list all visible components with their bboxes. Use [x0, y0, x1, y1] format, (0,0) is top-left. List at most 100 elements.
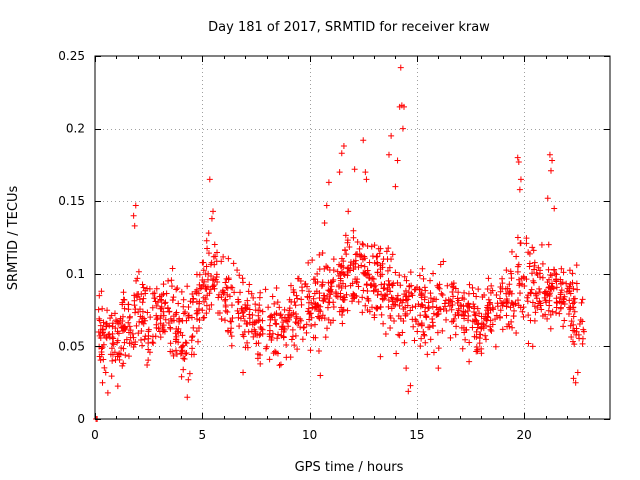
data-point: [336, 169, 343, 176]
data-point: [454, 295, 461, 302]
data-point: [385, 277, 392, 284]
data-point: [355, 283, 362, 290]
data-point: [380, 320, 387, 327]
data-point: [358, 252, 365, 259]
data-point: [570, 285, 577, 292]
data-point: [397, 64, 404, 71]
data-point: [453, 323, 460, 330]
data-point: [416, 272, 423, 279]
data-point: [569, 270, 576, 277]
data-point: [524, 294, 531, 301]
data-point: [120, 360, 127, 367]
data-point: [429, 322, 436, 329]
data-point: [577, 316, 584, 323]
data-point: [427, 295, 434, 302]
data-point: [103, 321, 110, 328]
data-point: [557, 280, 564, 287]
data-point: [542, 288, 549, 295]
data-point: [470, 305, 477, 312]
data-point: [421, 332, 428, 339]
data-point: [455, 312, 462, 319]
data-point: [202, 283, 209, 290]
data-point: [131, 222, 138, 229]
data-point: [389, 295, 396, 302]
x-axis-title: GPS time / hours: [295, 460, 404, 475]
data-point: [178, 373, 185, 380]
data-point: [529, 299, 536, 306]
data-point: [580, 328, 587, 335]
data-point: [280, 319, 287, 326]
data-point: [563, 288, 570, 295]
data-point: [520, 304, 527, 311]
data-point: [570, 313, 577, 320]
x-tick-labels: 0 5 10 15 20: [91, 428, 532, 442]
data-point: [117, 351, 124, 358]
data-point: [360, 137, 367, 144]
data-point: [262, 286, 269, 293]
data-point: [547, 325, 554, 332]
data-point: [551, 266, 558, 273]
data-point: [407, 269, 414, 276]
data-point: [125, 353, 132, 360]
data-point: [408, 290, 415, 297]
data-point: [172, 311, 179, 318]
data-point: [157, 320, 164, 327]
data-point: [193, 328, 200, 335]
data-point: [425, 299, 432, 306]
data-point: [131, 292, 138, 299]
data-point: [485, 296, 492, 303]
data-point: [337, 277, 344, 284]
data-point: [252, 301, 259, 308]
data-point: [450, 284, 457, 291]
data-point: [536, 285, 543, 292]
data-point: [144, 361, 151, 368]
data-point: [392, 269, 399, 276]
data-point: [343, 251, 350, 258]
data-point: [152, 298, 159, 305]
x-tick-label: 0: [91, 428, 99, 442]
data-point: [503, 267, 510, 274]
data-point: [259, 317, 266, 324]
data-point: [224, 327, 231, 334]
data-point: [200, 267, 207, 274]
data-point: [120, 289, 127, 296]
data-point: [102, 369, 109, 376]
data-point: [567, 322, 574, 329]
data-point: [391, 301, 398, 308]
data-point: [513, 253, 520, 260]
data-point: [195, 290, 202, 297]
data-point: [110, 335, 117, 342]
data-point: [180, 366, 187, 373]
y-tick-label: 0.2: [66, 122, 85, 136]
data-point: [266, 356, 273, 363]
data-point: [465, 300, 472, 307]
data-point: [514, 234, 521, 241]
data-point: [316, 314, 323, 321]
data-point: [109, 340, 116, 347]
data-point: [387, 312, 394, 319]
data-point: [527, 317, 534, 324]
data-point: [394, 279, 401, 286]
data-point: [357, 253, 364, 260]
data-point: [103, 335, 110, 342]
data-point: [312, 301, 319, 308]
data-point: [122, 352, 129, 359]
data-point: [503, 296, 510, 303]
data-point: [396, 272, 403, 279]
data-point: [234, 307, 241, 314]
data-point: [211, 282, 218, 289]
data-points: [93, 64, 587, 422]
data-point: [147, 314, 154, 321]
data-point: [519, 308, 526, 315]
data-point: [493, 291, 500, 298]
data-point: [290, 309, 297, 316]
data-point: [200, 314, 207, 321]
data-point: [499, 280, 506, 287]
data-point: [259, 308, 266, 315]
data-point: [568, 318, 575, 325]
data-point: [547, 311, 554, 318]
data-point: [205, 250, 212, 257]
data-point: [414, 284, 421, 291]
data-point: [444, 282, 451, 289]
data-point: [469, 284, 476, 291]
